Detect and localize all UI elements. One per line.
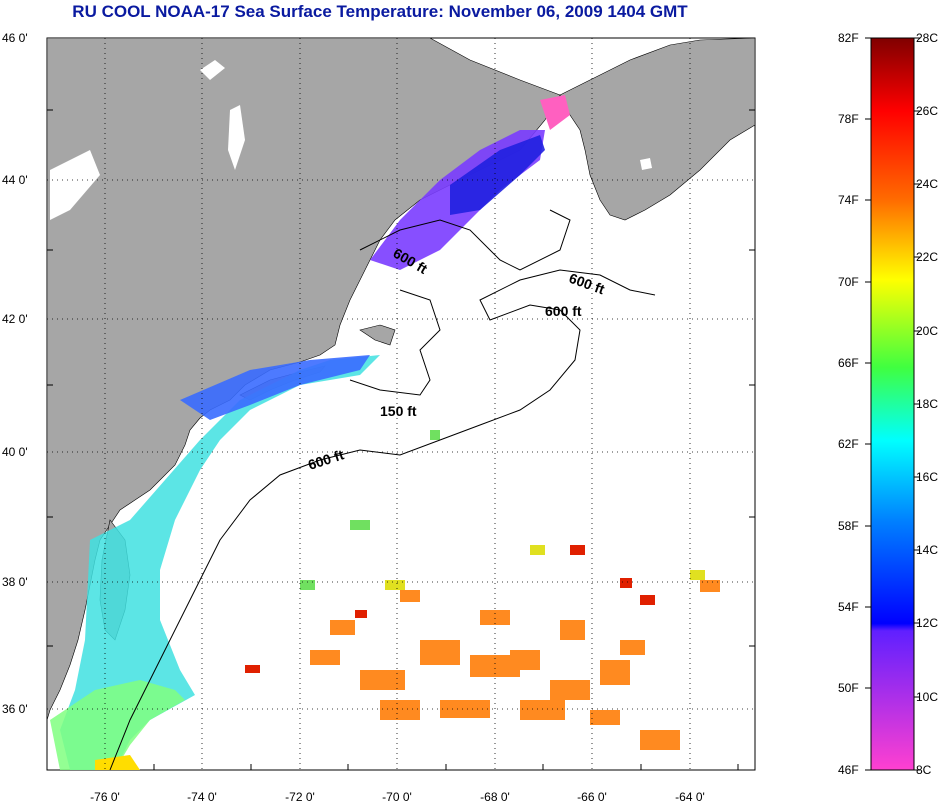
lat-label-36: 36 0' bbox=[2, 702, 28, 716]
colorbar-c-8: 8C bbox=[916, 763, 932, 777]
colorbar bbox=[870, 37, 915, 771]
lon-label-72: -72 0' bbox=[285, 790, 315, 804]
map-title: RU COOL NOAA-17 Sea Surface Temperature:… bbox=[72, 2, 688, 21]
lat-label-42: 42 0' bbox=[2, 312, 28, 326]
sst-blue-ny bbox=[180, 355, 370, 420]
colorbar-c-16: 16C bbox=[916, 470, 939, 484]
colorbar-f-70: 70F bbox=[838, 275, 859, 289]
colorbar-c-26: 26C bbox=[916, 104, 939, 118]
colorbar-f-78: 78F bbox=[838, 112, 859, 126]
sst-coastal-green bbox=[50, 680, 185, 770]
colorbar-c-20: 20C bbox=[916, 324, 939, 338]
grid-lines bbox=[47, 38, 755, 770]
sst-pink-bay bbox=[540, 95, 570, 130]
colorbar-c-24: 24C bbox=[916, 177, 939, 191]
colorbar-c-28: 28C bbox=[916, 31, 939, 45]
sst-red-spots bbox=[245, 545, 655, 673]
lon-label-68: -68 0' bbox=[480, 790, 510, 804]
land-nova-scotia bbox=[559, 37, 756, 221]
sst-gulfstream-orange bbox=[310, 580, 720, 750]
lat-label-40: 40 0' bbox=[2, 445, 28, 459]
sst-coastal-cyan bbox=[60, 355, 380, 770]
colorbar-f-46: 46F bbox=[838, 763, 859, 777]
colorbar-c-12: 12C bbox=[916, 616, 939, 630]
colorbar-f-82: 82F bbox=[838, 31, 859, 45]
colorbar-f-74: 74F bbox=[838, 193, 859, 207]
lon-label-64: -64 0' bbox=[675, 790, 705, 804]
sst-green-spots bbox=[300, 430, 440, 590]
land-cape-cod bbox=[359, 324, 396, 346]
frame-ticks bbox=[47, 109, 755, 770]
sst-yellow-coast bbox=[95, 755, 140, 770]
contour-label-georges: 600 ft bbox=[545, 303, 582, 319]
sst-blue-maine bbox=[450, 135, 545, 215]
colorbar-f-66: 66F bbox=[838, 356, 859, 370]
lat-label-46: 46 0' bbox=[2, 31, 28, 45]
colorbar-c-10: 10C bbox=[916, 690, 939, 704]
lon-label-74: -74 0' bbox=[187, 790, 217, 804]
colorbar-c-22: 22C bbox=[916, 250, 939, 264]
colorbar-f-58: 58F bbox=[838, 519, 859, 533]
lat-label-44: 44 0' bbox=[2, 173, 28, 187]
sst-patches bbox=[50, 95, 720, 770]
lon-label-70: -70 0' bbox=[382, 790, 412, 804]
colorbar-ticks bbox=[865, 37, 920, 771]
contour-label-shoals: 150 ft bbox=[380, 403, 417, 419]
lakes bbox=[50, 60, 652, 220]
bathymetry-contours bbox=[109, 209, 656, 771]
colorbar-f-54: 54F bbox=[838, 600, 859, 614]
lon-label-76: -76 0' bbox=[90, 790, 120, 804]
lon-label-66: -66 0' bbox=[577, 790, 607, 804]
colorbar-f-50: 50F bbox=[838, 681, 859, 695]
colorbar-f-62: 62F bbox=[838, 437, 859, 451]
colorbar-c-18: 18C bbox=[916, 397, 939, 411]
sst-yellow-spots bbox=[385, 545, 705, 590]
colorbar-c-14: 14C bbox=[916, 543, 939, 557]
lat-label-38: 38 0' bbox=[2, 575, 28, 589]
